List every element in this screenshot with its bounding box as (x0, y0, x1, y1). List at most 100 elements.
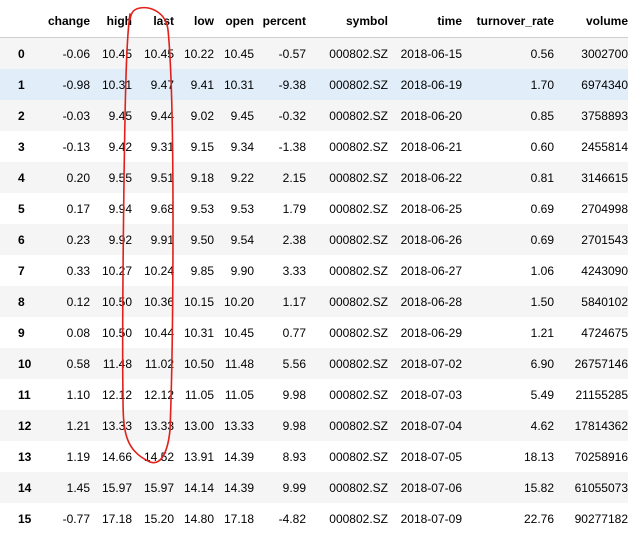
cell-symbol: 000802.SZ (306, 255, 388, 286)
cell-high: 10.50 (90, 286, 132, 317)
cell-change: 1.10 (40, 379, 90, 410)
row-index: 14 (0, 472, 40, 503)
cell-open: 10.45 (214, 317, 254, 348)
cell-low: 9.85 (174, 255, 214, 286)
cell-open: 13.33 (214, 410, 254, 441)
cell-turnover-rate: 4.62 (462, 410, 554, 441)
cell-percent: 1.79 (254, 193, 306, 224)
column-header-low: low (174, 4, 214, 38)
row-index: 7 (0, 255, 40, 286)
cell-low: 13.00 (174, 410, 214, 441)
column-header-last: last (132, 4, 174, 38)
cell-last: 10.44 (132, 317, 174, 348)
column-header-symbol: symbol (306, 4, 388, 38)
row-index: 1 (0, 69, 40, 100)
row-index: 8 (0, 286, 40, 317)
cell-high: 15.97 (90, 472, 132, 503)
cell-percent: 0.77 (254, 317, 306, 348)
row-index: 5 (0, 193, 40, 224)
cell-open: 9.53 (214, 193, 254, 224)
cell-high: 11.48 (90, 348, 132, 379)
cell-symbol: 000802.SZ (306, 38, 388, 70)
cell-turnover-rate: 0.81 (462, 162, 554, 193)
cell-turnover-rate: 0.56 (462, 38, 554, 70)
cell-low: 13.91 (174, 441, 214, 472)
cell-turnover-rate: 0.69 (462, 224, 554, 255)
cell-time: 2018-06-25 (388, 193, 462, 224)
cell-percent: 2.15 (254, 162, 306, 193)
cell-low: 9.15 (174, 131, 214, 162)
cell-high: 10.27 (90, 255, 132, 286)
cell-change: 1.21 (40, 410, 90, 441)
column-header-volume: volume (554, 4, 628, 38)
cell-open: 11.48 (214, 348, 254, 379)
cell-last: 9.68 (132, 193, 174, 224)
column-header-change: change (40, 4, 90, 38)
cell-time: 2018-06-27 (388, 255, 462, 286)
cell-high: 10.31 (90, 69, 132, 100)
cell-volume: 26757146 (554, 348, 628, 379)
cell-percent: -1.38 (254, 131, 306, 162)
cell-last: 15.20 (132, 503, 174, 534)
cell-volume: 21155285 (554, 379, 628, 410)
cell-time: 2018-07-03 (388, 379, 462, 410)
cell-low: 10.31 (174, 317, 214, 348)
cell-percent: 9.98 (254, 410, 306, 441)
row-index: 0 (0, 38, 40, 70)
cell-turnover-rate: 5.49 (462, 379, 554, 410)
cell-turnover-rate: 18.13 (462, 441, 554, 472)
cell-symbol: 000802.SZ (306, 503, 388, 534)
cell-high: 13.33 (90, 410, 132, 441)
cell-change: 0.08 (40, 317, 90, 348)
cell-percent: 3.33 (254, 255, 306, 286)
cell-time: 2018-06-15 (388, 38, 462, 70)
cell-low: 9.41 (174, 69, 214, 100)
cell-volume: 3758893 (554, 100, 628, 131)
cell-time: 2018-06-28 (388, 286, 462, 317)
cell-time: 2018-06-19 (388, 69, 462, 100)
cell-open: 10.45 (214, 38, 254, 70)
cell-open: 14.39 (214, 441, 254, 472)
cell-percent: -9.38 (254, 69, 306, 100)
cell-open: 9.34 (214, 131, 254, 162)
cell-change: 1.19 (40, 441, 90, 472)
cell-high: 14.66 (90, 441, 132, 472)
cell-change: -0.98 (40, 69, 90, 100)
cell-symbol: 000802.SZ (306, 472, 388, 503)
index-header (0, 4, 40, 38)
cell-symbol: 000802.SZ (306, 193, 388, 224)
cell-low: 9.02 (174, 100, 214, 131)
cell-time: 2018-06-22 (388, 162, 462, 193)
cell-high: 12.12 (90, 379, 132, 410)
column-header-high: high (90, 4, 132, 38)
row-index: 13 (0, 441, 40, 472)
cell-open: 10.20 (214, 286, 254, 317)
cell-percent: 8.93 (254, 441, 306, 472)
cell-change: 0.20 (40, 162, 90, 193)
cell-last: 15.97 (132, 472, 174, 503)
cell-turnover-rate: 0.85 (462, 100, 554, 131)
cell-volume: 3146615 (554, 162, 628, 193)
cell-volume: 2704998 (554, 193, 628, 224)
cell-last: 12.12 (132, 379, 174, 410)
row-index: 2 (0, 100, 40, 131)
cell-change: 0.23 (40, 224, 90, 255)
cell-time: 2018-07-05 (388, 441, 462, 472)
cell-percent: -0.32 (254, 100, 306, 131)
column-header-time: time (388, 4, 462, 38)
cell-symbol: 000802.SZ (306, 100, 388, 131)
cell-low: 10.22 (174, 38, 214, 70)
cell-volume: 5840102 (554, 286, 628, 317)
row-index: 6 (0, 224, 40, 255)
cell-high: 17.18 (90, 503, 132, 534)
cell-low: 9.50 (174, 224, 214, 255)
